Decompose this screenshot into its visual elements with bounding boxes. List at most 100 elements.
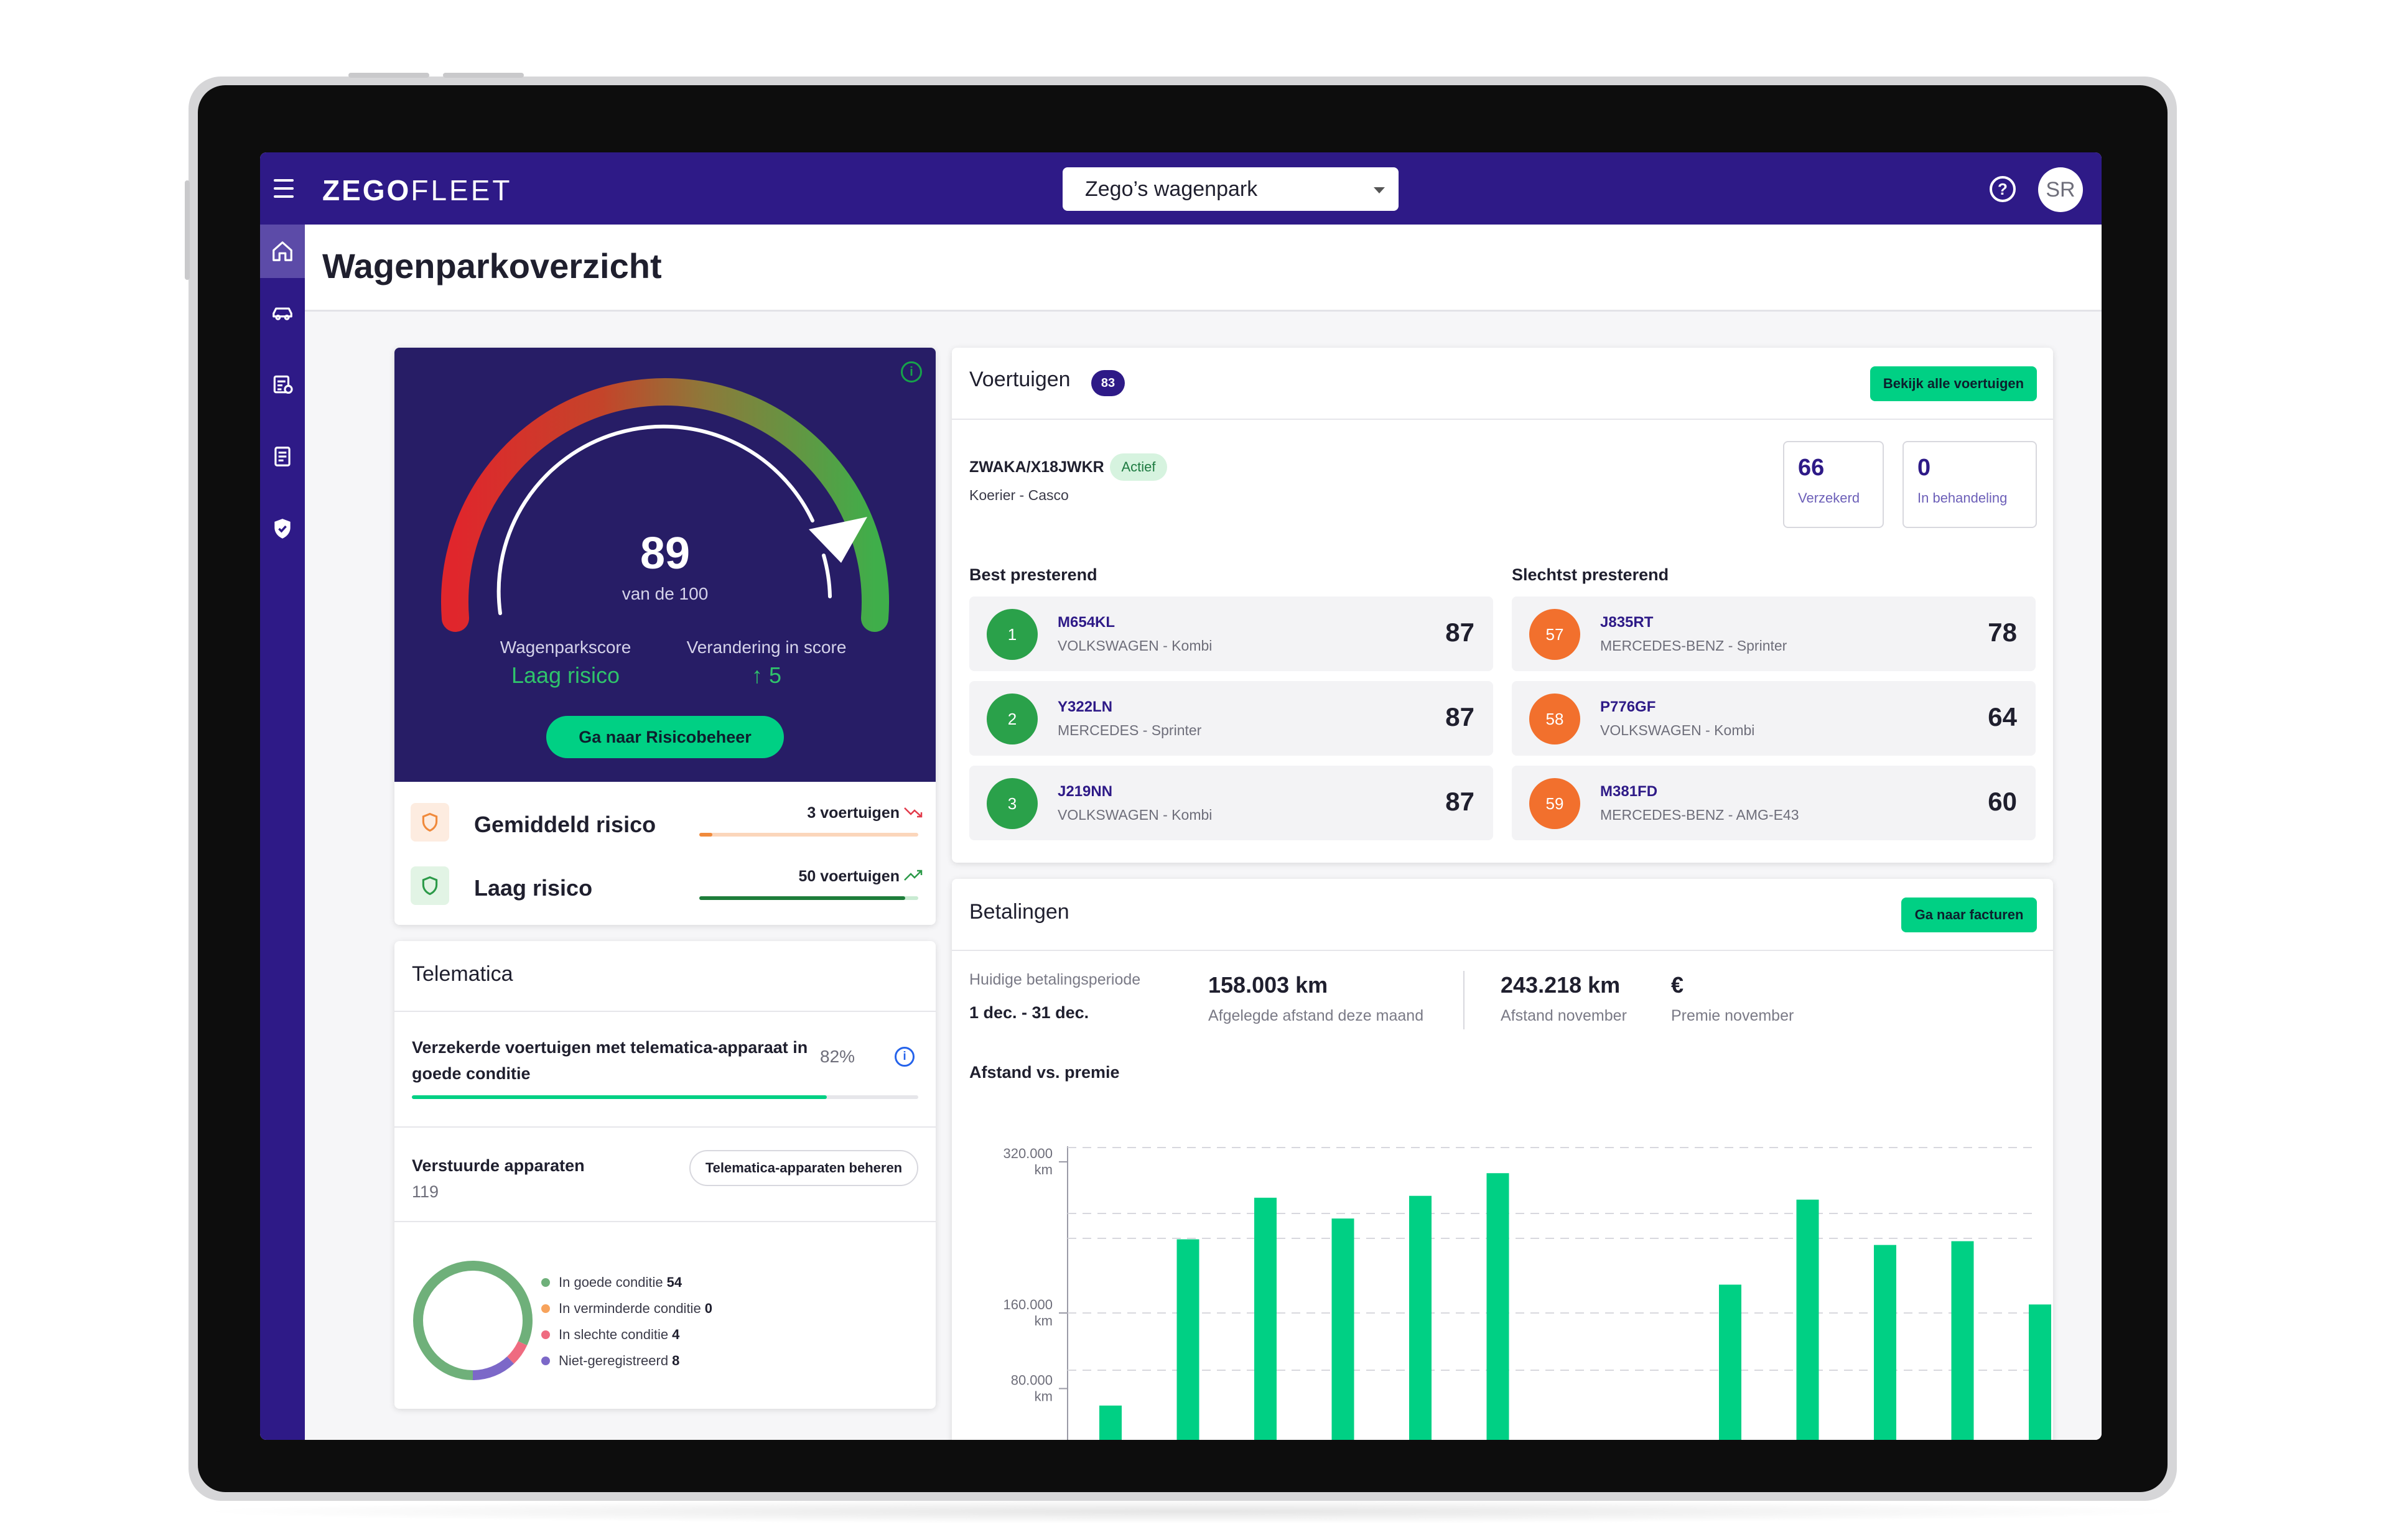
side-nav — [260, 225, 305, 1440]
featured-vehicle-plate[interactable]: ZWAKA/X18JWKR — [969, 458, 1104, 476]
rank-badge: 3 — [987, 778, 1038, 829]
featured-vehicle-type: Koerier - Casco — [969, 487, 1069, 503]
view-all-vehicles-button[interactable]: Bekijk alle voertuigen — [1870, 366, 2037, 401]
best-vehicle-row[interactable]: 3 J219NN VOLKSWAGEN - Kombi 87 — [969, 766, 1493, 840]
worst-performing-title: Slechtst presterend — [1512, 565, 1669, 584]
manage-telematics-devices-button[interactable]: Telematica-apparaten beheren — [689, 1150, 918, 1186]
vehicle-model: VOLKSWAGEN - Kombi — [1600, 722, 1755, 738]
info-icon[interactable]: i — [895, 1047, 915, 1067]
vehicle-plate: J835RT — [1600, 614, 1654, 631]
risk-bar-fill — [699, 896, 905, 900]
chart-bar[interactable] — [1331, 1218, 1354, 1440]
fleet-selector[interactable]: Zego’s wagenpark — [1063, 167, 1399, 211]
rank-badge: 2 — [987, 693, 1038, 744]
divider — [1463, 971, 1465, 1029]
divider — [952, 419, 2053, 420]
divider — [952, 950, 2053, 951]
question-circle-icon[interactable]: ? — [1990, 176, 2016, 202]
tablet-top-button — [443, 73, 524, 78]
fleet-score-panel: i 89 van de 100 Wagenparkscore Laag risi… — [394, 348, 936, 782]
insured-count: 66 — [1798, 455, 1825, 481]
devices-sent-count: 119 — [412, 1182, 439, 1201]
risk-bar — [699, 896, 918, 900]
go-to-risk-management-button[interactable]: Ga naar Risicobeheer — [546, 716, 784, 758]
info-icon[interactable]: i — [901, 361, 922, 383]
rank-badge: 57 — [1529, 609, 1580, 660]
insured-label: Verzekerd — [1798, 490, 1860, 506]
vehicle-plate: Y322LN — [1058, 698, 1113, 715]
chart-bar[interactable] — [1254, 1197, 1277, 1440]
hamburger-menu-icon[interactable] — [274, 179, 294, 198]
risk-row-low[interactable]: Laag risico 50 voertuigen — [394, 854, 936, 916]
vehicle-score: 87 — [1445, 618, 1474, 647]
chart-bar[interactable] — [1409, 1195, 1432, 1440]
shield-check-icon — [274, 519, 291, 539]
vehicle-plate: M381FD — [1600, 783, 1658, 800]
risk-name: Laag risico — [474, 875, 593, 901]
shield-icon — [411, 866, 449, 905]
chart-bar[interactable] — [1486, 1173, 1509, 1440]
pending-stat[interactable]: 0 In behandeling — [1902, 441, 2037, 528]
legend-item: In goede conditie 54 — [541, 1269, 712, 1296]
chart-bar[interactable] — [1719, 1284, 1741, 1440]
period-label: Huidige betalingsperiode — [969, 971, 1141, 988]
insured-stat[interactable]: 66 Verzekerd — [1783, 441, 1884, 528]
distance-november-value: 243.218 km — [1501, 972, 1621, 998]
legend-item: Niet-geregistreerd 8 — [541, 1348, 712, 1374]
best-vehicle-row[interactable]: 2 Y322LN MERCEDES - Sprinter 87 — [969, 681, 1493, 756]
risk-name: Gemiddeld risico — [474, 812, 656, 837]
y-tick-unit: km — [1035, 1313, 1053, 1329]
best-vehicle-row[interactable]: 1 M654KL VOLKSWAGEN - Kombi 87 — [969, 596, 1493, 671]
fleet-score-label: Wagenparkscore — [500, 638, 631, 657]
logo-secondary: FLEET — [411, 174, 513, 206]
vehicle-model: VOLKSWAGEN - Kombi — [1058, 638, 1213, 654]
app-logo[interactable]: ZEGOFLEET — [322, 174, 513, 207]
status-badge: Actief — [1110, 453, 1167, 481]
nav-item-security[interactable] — [260, 502, 305, 555]
vehicle-plate: P776GF — [1600, 698, 1656, 715]
telematics-percent: 82% — [820, 1047, 855, 1066]
distance-november-label: Afstand november — [1501, 1007, 1627, 1024]
premium-november-value: € — [1671, 972, 1684, 998]
chevron-down-icon — [1374, 187, 1385, 193]
risk-count: 50 voertuigen — [798, 868, 900, 885]
worst-vehicle-row[interactable]: 57 J835RT MERCEDES-BENZ - Sprinter 78 — [1512, 596, 2036, 671]
gauge-inner-arc — [496, 424, 814, 615]
rank-badge: 58 — [1529, 693, 1580, 744]
chart-bar[interactable] — [1951, 1241, 1974, 1440]
chart-bar[interactable] — [1099, 1405, 1122, 1440]
fleet-score-risk: Laag risico — [511, 662, 620, 688]
nav-item-schedule[interactable] — [260, 358, 305, 411]
score-value: 89 — [640, 529, 691, 578]
rank-badge: 59 — [1529, 778, 1580, 829]
go-to-invoices-button[interactable]: Ga naar facturen — [1901, 898, 2037, 932]
rank-badge: 1 — [987, 609, 1038, 660]
chart-bar[interactable] — [1796, 1199, 1819, 1440]
chart-bar[interactable] — [1874, 1245, 1896, 1440]
vehicles-card: Voertuigen 83 Bekijk alle voertuigen ZWA… — [952, 348, 2053, 863]
tablet-top-button — [348, 73, 429, 78]
pending-count: 0 — [1917, 455, 1931, 481]
risk-bar-fill — [699, 833, 713, 837]
donut-segment — [413, 1261, 533, 1380]
app-screen: ZEGOFLEET Zego’s wagenpark ? SR Wagenpar… — [260, 152, 2102, 1440]
tablet-side-button — [185, 180, 190, 280]
risk-row-medium[interactable]: Gemiddeld risico 3 voertuigen — [394, 791, 936, 853]
nav-item-vehicles[interactable] — [260, 287, 305, 340]
page-header: Wagenparkoverzicht — [305, 225, 2102, 312]
chart-bar[interactable] — [2029, 1304, 2051, 1440]
avatar[interactable]: SR — [2038, 167, 2083, 212]
fleet-selector-value: Zego’s wagenpark — [1085, 177, 1258, 201]
chart-bar[interactable] — [1176, 1239, 1199, 1440]
payments-card: Betalingen Ga naar facturen Huidige beta… — [952, 879, 2053, 1440]
legend-value: 0 — [704, 1301, 712, 1316]
worst-vehicle-row[interactable]: 58 P776GF VOLKSWAGEN - Kombi 64 — [1512, 681, 2036, 756]
score-change-value: ↑ 5 — [751, 662, 782, 688]
nav-item-home[interactable] — [260, 225, 305, 278]
vehicle-plate: J219NN — [1058, 783, 1113, 800]
vehicle-count-badge: 83 — [1091, 370, 1125, 396]
nav-item-documents[interactable] — [260, 430, 305, 483]
worst-vehicle-row[interactable]: 59 M381FD MERCEDES-BENZ - AMG-E43 60 — [1512, 766, 2036, 840]
trend-up-icon — [904, 870, 923, 881]
legend-item: In slechte conditie 4 — [541, 1322, 712, 1348]
